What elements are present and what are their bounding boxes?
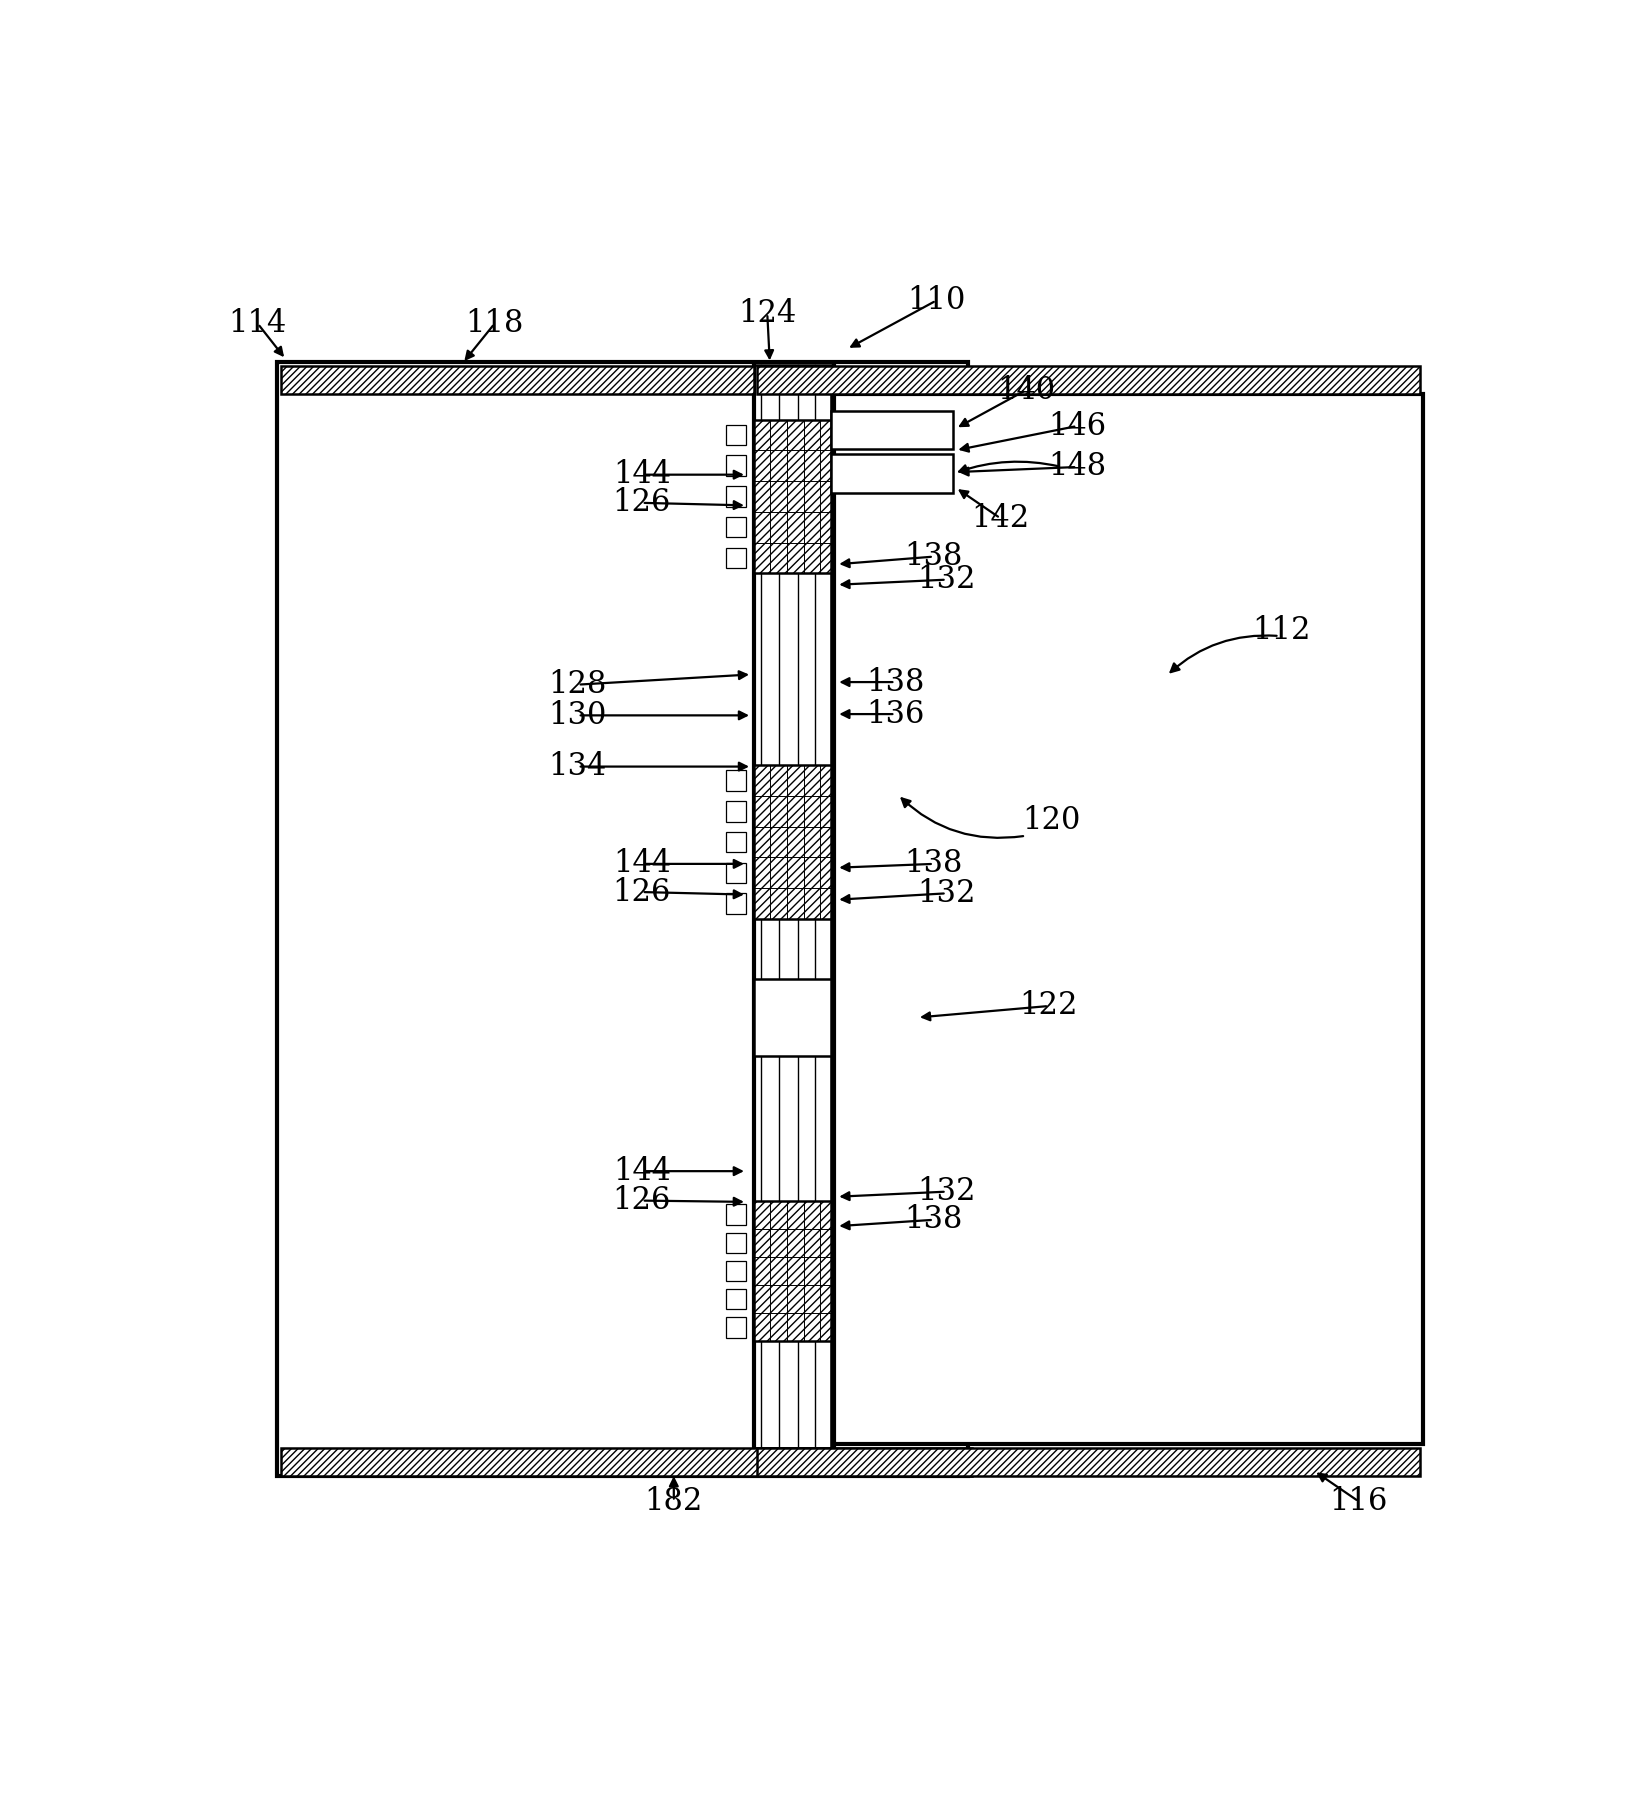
- Text: 138: 138: [905, 540, 963, 573]
- Bar: [725, 1261, 747, 1281]
- Text: 124: 124: [738, 298, 796, 329]
- Text: 120: 120: [1023, 804, 1080, 837]
- Bar: [725, 1232, 747, 1252]
- Text: 132: 132: [917, 878, 976, 909]
- Text: 138: 138: [905, 1203, 963, 1236]
- Text: 126: 126: [613, 488, 671, 519]
- Bar: [725, 770, 747, 791]
- Bar: [725, 455, 747, 475]
- Text: 142: 142: [971, 502, 1029, 533]
- Bar: [757, 394, 1422, 1444]
- Bar: [725, 831, 747, 853]
- Bar: [725, 486, 747, 506]
- Text: 146: 146: [1047, 410, 1107, 441]
- Bar: [757, 365, 1421, 394]
- Text: 112: 112: [1252, 616, 1312, 647]
- Bar: [725, 893, 747, 914]
- Bar: [755, 419, 831, 573]
- Text: 138: 138: [866, 667, 925, 698]
- Text: 182: 182: [644, 1485, 704, 1516]
- Bar: [278, 361, 968, 1476]
- Text: 122: 122: [1019, 990, 1079, 1021]
- Bar: [831, 454, 953, 493]
- Text: 140: 140: [996, 374, 1056, 407]
- Bar: [757, 1447, 1421, 1476]
- Text: 130: 130: [548, 699, 606, 730]
- Text: 138: 138: [905, 847, 963, 880]
- Text: 118: 118: [466, 309, 524, 340]
- Text: 144: 144: [613, 1156, 671, 1187]
- Bar: [755, 979, 831, 1055]
- Bar: [725, 1205, 747, 1225]
- Bar: [755, 365, 831, 1447]
- Text: 134: 134: [548, 752, 606, 782]
- Text: 132: 132: [917, 1176, 976, 1207]
- Bar: [281, 365, 755, 394]
- Bar: [725, 862, 747, 884]
- Text: 132: 132: [917, 564, 976, 595]
- Text: 136: 136: [866, 699, 925, 730]
- Text: 126: 126: [613, 876, 671, 907]
- Text: 144: 144: [613, 459, 671, 490]
- Bar: [725, 1288, 747, 1310]
- Text: 110: 110: [907, 286, 965, 316]
- Bar: [725, 517, 747, 537]
- Bar: [831, 410, 953, 450]
- Bar: [755, 1200, 831, 1341]
- Text: 128: 128: [548, 669, 606, 699]
- Text: 116: 116: [1330, 1485, 1388, 1516]
- Text: 114: 114: [228, 309, 287, 340]
- Bar: [755, 766, 831, 920]
- Bar: [725, 801, 747, 822]
- Bar: [725, 548, 747, 567]
- Text: 126: 126: [613, 1185, 671, 1216]
- Bar: [281, 1447, 971, 1476]
- Text: 144: 144: [613, 847, 671, 880]
- Text: 148: 148: [1047, 452, 1107, 482]
- Bar: [725, 425, 747, 445]
- Bar: [725, 1317, 747, 1337]
